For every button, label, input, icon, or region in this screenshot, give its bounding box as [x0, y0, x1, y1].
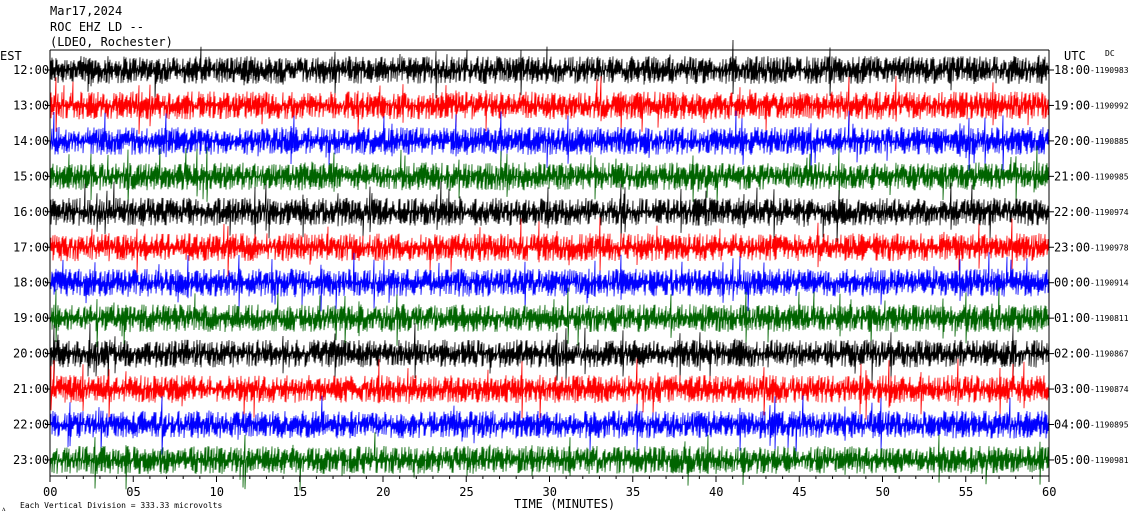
trace-row-12	[49, 432, 1050, 491]
dc-offset-value: -1190874	[1090, 385, 1129, 394]
seismic-traces	[49, 39, 1050, 491]
trace-row-1	[49, 39, 1050, 101]
est-hour-label: 14:00	[13, 134, 49, 148]
dc-offset-value: -1190983	[1090, 66, 1129, 75]
est-hour-label: 18:00	[13, 276, 49, 290]
x-tick-label: 55	[959, 485, 973, 499]
est-hour-label: 20:00	[13, 347, 49, 361]
trace-row-8	[49, 287, 1050, 348]
utc-hour-label: 05:00	[1054, 453, 1090, 467]
trace-row-11	[49, 395, 1050, 456]
dc-offset-value: -1190985	[1090, 172, 1129, 181]
date-label: Mar17,2024	[50, 4, 122, 18]
dc-offset-value: -1190981	[1090, 456, 1129, 465]
est-hour-label: 21:00	[13, 382, 49, 396]
trace-row-9	[49, 323, 1050, 385]
x-tick-label: 60	[1042, 485, 1056, 499]
est-hour-label: 23:00	[13, 453, 49, 467]
dc-offset-value: -1190885	[1090, 137, 1129, 146]
utc-hour-label: 18:00	[1054, 63, 1090, 77]
trace-row-10	[49, 358, 1050, 420]
x-tick-label: 20	[376, 485, 390, 499]
dc-offset-value: -1190978	[1090, 243, 1129, 252]
dc-offset-value: -1190914	[1090, 279, 1129, 288]
utc-hour-label: 20:00	[1054, 134, 1090, 148]
utc-hour-label: 02:00	[1054, 347, 1090, 361]
trace-row-6	[49, 217, 1050, 277]
dc-offset-header: DC	[1105, 49, 1115, 58]
est-hour-label: 17:00	[13, 240, 49, 254]
utc-hour-label: 21:00	[1054, 169, 1090, 183]
trace-row-7	[49, 252, 1050, 313]
x-tick-label: 25	[459, 485, 473, 499]
dc-offset-value: -1190992	[1090, 101, 1129, 110]
network-label: (LDEO, Rochester)	[50, 35, 173, 49]
x-axis-ticks: 00 05 10 15 20 25 30 35 40 45 50 55 60	[43, 476, 1056, 499]
utc-hour-label: 19:00	[1054, 98, 1090, 112]
corner-mark: ᴧ	[2, 505, 6, 513]
est-hour-label: 12:00	[13, 63, 49, 77]
right-timezone-label: UTC	[1064, 49, 1086, 63]
left-timezone-label: EST	[0, 49, 22, 63]
x-tick-label: 15	[293, 485, 307, 499]
est-hour-label: 16:00	[13, 205, 49, 219]
est-hour-label: 22:00	[13, 418, 49, 432]
dc-offset-value: -1190974	[1090, 208, 1129, 217]
x-tick-label: 05	[126, 485, 140, 499]
dc-offset-value: -1190811	[1090, 314, 1129, 323]
x-axis-title: TIME (MINUTES)	[514, 497, 615, 511]
trace-row-4	[49, 145, 1050, 207]
trace-row-5	[49, 181, 1050, 243]
x-tick-label: 50	[876, 485, 890, 499]
vertical-scale-note: Each Vertical Division = 333.33 microvol…	[20, 501, 222, 510]
utc-hour-label: 04:00	[1054, 418, 1090, 432]
utc-hour-label: 23:00	[1054, 240, 1090, 254]
utc-hour-label: 03:00	[1054, 382, 1090, 396]
station-label: ROC EHZ LD --	[50, 20, 144, 34]
x-tick-label: 00	[43, 485, 57, 499]
trace-row-2	[49, 75, 1050, 135]
est-hour-label: 13:00	[13, 98, 49, 112]
utc-hour-label: 01:00	[1054, 311, 1090, 325]
dc-offset-value: -1190895	[1090, 421, 1129, 430]
utc-hour-label: 00:00	[1054, 276, 1090, 290]
est-hour-label: 19:00	[13, 311, 49, 325]
x-tick-label: 30	[543, 485, 557, 499]
est-hour-label: 15:00	[13, 169, 49, 183]
x-tick-label: 10	[210, 485, 224, 499]
x-tick-label: 40	[709, 485, 723, 499]
utc-hour-label: 22:00	[1054, 205, 1090, 219]
x-tick-label: 35	[626, 485, 640, 499]
dc-offset-value: -1190867	[1090, 350, 1129, 359]
trace-row-3	[49, 110, 1050, 171]
x-tick-label: 45	[792, 485, 806, 499]
